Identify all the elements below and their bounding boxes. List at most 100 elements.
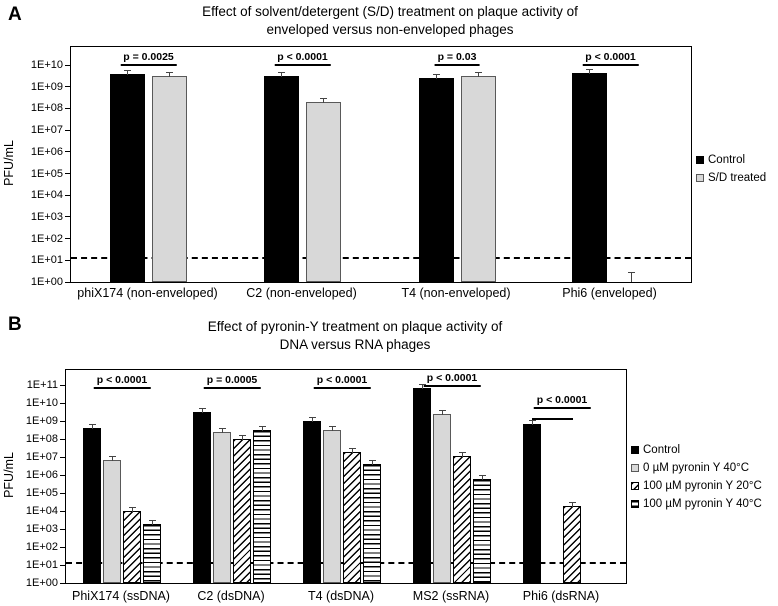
error-whisker [418,383,426,389]
error-whisker [88,424,96,430]
category-label: Phi6 (enveloped) [562,286,657,300]
y-tick-label: 1E+07 [30,124,63,137]
legend-item: Control [631,441,762,459]
legend-swatch-control [631,446,639,454]
y-axis-tick [65,107,71,109]
y-tick-label: 1E+09 [25,415,58,427]
category-label: Phi6 (dsRNA) [522,589,600,603]
bar-b-s1-c0 [103,459,121,583]
panel-a: A Effect of solvent/detergent (S/D) trea… [2,3,766,300]
y-tick-label: 1E+00 [30,276,63,288]
legend-label-control: Control [643,444,681,456]
y-tick-label: 1E+09 [30,80,63,93]
error-whisker [478,474,486,480]
bar-b-s3-c2 [363,464,381,583]
y-axis-tick [60,564,66,566]
bar-a-s1-c0 [152,76,187,282]
panel-a-title: Effect of solvent/detergent (S/D) treatm… [80,3,700,39]
panel-a-label: A [8,4,22,25]
y-tick-label: 1E+01 [30,254,63,267]
bar-a-s0-c0 [110,73,145,282]
panel-a-plot-area: 1E+10 1E+09 1E+08 1E+07 1E+06 1E+05 1E+04 1E+03… [31,46,692,288]
y-tick-label: 1E+08 [30,102,63,115]
legend-item: Control [696,151,766,169]
legend-item: S/D treated [696,169,766,187]
p-value-label: p = 0.0025 [120,51,177,66]
bar-b-s1-c2 [323,430,341,583]
panel-b-plot-area: 1E+11 1E+10 1E+09 1E+08 1E+07 1E+06 1E+05 1E+04… [26,369,627,589]
error-whisker [124,69,131,75]
y-tick-label: 1E+03 [30,210,63,223]
category-label: phiX174 (non-enveloped) [77,286,218,300]
legend-item: 0 µM pyronin Y 40°C [631,459,762,477]
y-axis-tick [65,173,71,174]
y-tick-label: 1E+04 [30,189,63,202]
error-whisker [278,72,285,78]
y-axis-tick [60,582,66,584]
error-whisker [198,408,206,414]
y-tick-label: 1E+06 [30,145,63,158]
bar-b-s1-c3 [433,413,451,583]
y-axis-tick [65,281,71,283]
bar-b-s2-c1 [233,439,251,583]
bar-b-s3-c1 [253,430,271,583]
p-value-label: p < 0.0001 [274,51,331,66]
bar-a-s0-c3 [572,72,607,282]
y-tick-label: 1E+05 [30,167,63,180]
error-whisker [108,455,116,461]
y-axis-tick [60,474,66,476]
error-whisker [438,409,446,415]
error-whisker [568,501,576,507]
y-axis-tick [65,216,71,218]
category-label: MS2 (ssRNA) [412,589,490,603]
category-label: C2 (non-enveloped) [246,286,357,300]
error-whisker [128,507,136,512]
y-tick-label: 1E+11 [26,379,58,391]
bar-b-s0-c4 [523,423,541,583]
error-whisker [474,72,482,78]
error-whisker [166,72,173,78]
below-detection-whisker [628,272,635,282]
y-tick-label: 1E+07 [25,451,58,463]
y-tick-label: 1E+10 [25,397,58,409]
error-whisker [586,68,593,74]
panel-b-title-line2: DNA versus RNA phages [279,337,431,352]
y-axis-tick [60,384,66,386]
category-label: T4 (dsDNA) [308,589,374,603]
error-whisker [328,426,336,432]
error-whisker [320,97,327,103]
y-axis-tick [60,402,66,404]
y-axis-tick [65,259,71,261]
error-whisker [308,417,316,422]
y-tick-label: 1E+04 [25,505,58,517]
panel-a-y-axis-label: PFU/mL [2,140,16,186]
y-axis-tick [60,438,66,440]
p-value-label: p < 0.0001 [313,374,371,389]
y-axis-tick [65,238,71,240]
legend-label-control: Control [708,154,746,166]
error-whisker [238,435,246,440]
bar-b-s0-c0 [83,428,101,583]
panel-b-title-line1: Effect of pyronin-Y treatment on plaque … [207,319,503,334]
y-axis-tick [60,510,66,512]
bar-a-s1-c2 [460,76,496,282]
legend-label-0um-40c: 0 µM pyronin Y 40°C [643,462,750,474]
y-tick-label: 1E+01 [25,559,58,571]
legend-swatch-100um-40c [631,500,639,508]
bar-b-s0-c3 [413,387,431,583]
bar-b-s3-c3 [473,478,491,583]
legend-swatch-100um-20c [631,482,639,490]
detection-limit-line [71,257,691,260]
legend-swatch-control [696,156,704,164]
category-label: PhiX174 (ssDNA) [72,589,170,603]
p-value-label: p < 0.0001 [93,374,151,389]
y-axis-tick [60,456,66,458]
panel-b-label: B [8,314,22,335]
bar-b-s2-c0 [123,511,141,583]
y-tick-label: 1E+03 [25,523,58,535]
error-whisker [458,451,466,457]
error-whisker [528,419,536,425]
category-label: T4 (non-enveloped) [401,286,511,300]
bar-b-s0-c2 [303,421,321,583]
legend-label-100um-40c: 100 µM pyronin Y 40°C [643,498,762,510]
